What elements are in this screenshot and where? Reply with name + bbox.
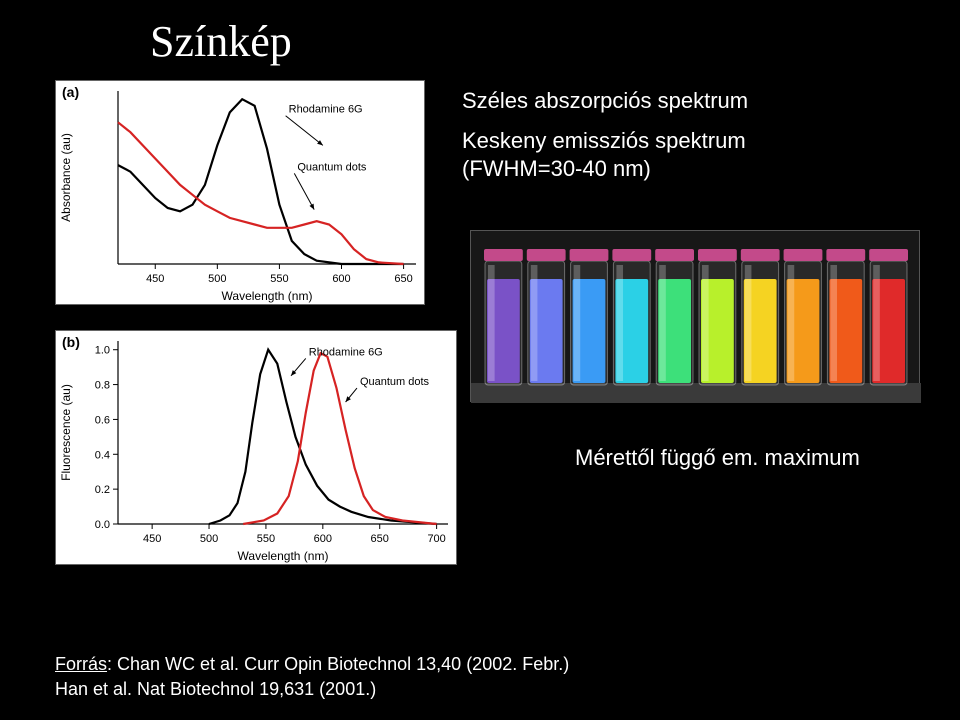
- svg-text:650: 650: [394, 273, 412, 285]
- text-absorption: Széles abszorpciós spektrum: [462, 88, 748, 114]
- svg-text:600: 600: [314, 533, 332, 545]
- slide-title: Színkép: [150, 16, 292, 67]
- svg-text:Rhodamine 6G: Rhodamine 6G: [289, 104, 363, 116]
- text-emission-line1: Keskeny emissziós spektrum: [462, 128, 746, 154]
- svg-text:Wavelength (nm): Wavelength (nm): [238, 549, 329, 563]
- svg-text:450: 450: [143, 533, 161, 545]
- chart-absorbance: (a) 450 500 550 600 650 Wavelength (nm) Absorba…: [55, 80, 425, 305]
- svg-text:Wavelength (nm): Wavelength (nm): [222, 289, 313, 303]
- svg-text:550: 550: [270, 273, 288, 285]
- svg-text:450: 450: [146, 273, 164, 285]
- svg-text:700: 700: [427, 533, 445, 545]
- svg-text:0.4: 0.4: [95, 449, 110, 461]
- text-size-dependent: Mérettől függő em. maximum: [575, 445, 860, 471]
- svg-text:500: 500: [200, 533, 218, 545]
- svg-text:650: 650: [371, 533, 389, 545]
- svg-text:500: 500: [208, 273, 226, 285]
- svg-text:Fluorescence (au): Fluorescence (au): [59, 384, 73, 481]
- slide-root: Színkép Széles abszorpciós spektrum Kesk…: [0, 0, 960, 720]
- svg-text:0.2: 0.2: [95, 484, 110, 496]
- svg-text:(a): (a): [62, 84, 79, 100]
- vials-photo: [470, 230, 920, 402]
- svg-text:0.8: 0.8: [95, 380, 110, 392]
- svg-text:Absorbance (au): Absorbance (au): [59, 133, 73, 222]
- footer-line1: : Chan WC et al. Curr Opin Biotechnol 13…: [107, 654, 569, 674]
- text-emission-line2: (FWHM=30-40 nm): [462, 156, 651, 182]
- footer-citation: Forrás: Chan WC et al. Curr Opin Biotech…: [55, 652, 569, 702]
- svg-text:Quantum dots: Quantum dots: [297, 161, 367, 173]
- svg-text:550: 550: [257, 533, 275, 545]
- svg-text:Rhodamine 6G: Rhodamine 6G: [309, 346, 383, 358]
- svg-text:600: 600: [332, 273, 350, 285]
- svg-text:1.0: 1.0: [95, 345, 110, 357]
- footer-line2: Han et al. Nat Biotechnol 19,631 (2001.): [55, 679, 376, 699]
- svg-text:(b): (b): [62, 334, 80, 350]
- svg-text:0.6: 0.6: [95, 414, 110, 426]
- chart-fluorescence: (b) 450 500 550 600 650 700 0.0 0.2 0.4 0.6 0.8 1.0 W…: [55, 330, 457, 565]
- svg-text:Quantum dots: Quantum dots: [360, 376, 430, 388]
- footer-source-label: Forrás: [55, 654, 107, 674]
- svg-text:0.0: 0.0: [95, 519, 110, 531]
